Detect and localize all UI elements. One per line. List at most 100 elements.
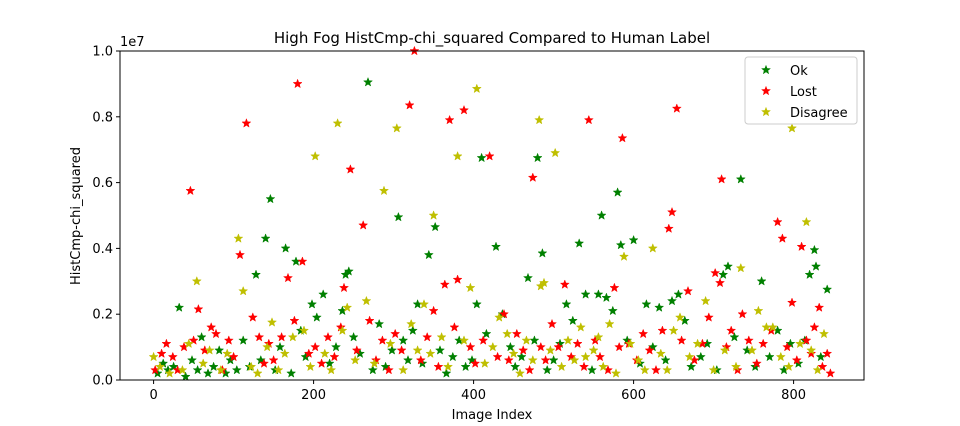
data-point-ok [367,364,378,375]
data-point-ok [265,193,276,204]
y-tick-label: 0.8 [92,110,113,125]
data-point-disagree [337,325,348,335]
data-point-ok [673,289,684,299]
data-point-lost [772,216,783,227]
data-point-disagree [746,345,758,355]
chart-title: High Fog HistCmp-chi_squared Compared to… [274,29,710,48]
data-point-disagree [458,335,470,345]
data-point-lost [247,312,258,322]
data-point-ok [343,266,354,276]
data-point-lost [609,282,620,293]
data-point-lost [439,279,450,289]
data-point-disagree [310,150,321,161]
data-point-disagree [610,368,622,378]
legend: Ok Lost Disagree [744,56,858,125]
data-point-lost [404,99,415,110]
data-point-disagree [326,364,337,375]
data-point-lost [329,351,340,362]
data-point-lost [289,315,300,326]
y-tick-label: 0.0 [92,374,113,389]
data-point-lost [559,279,570,289]
data-point-ok [174,302,185,312]
data-point-lost [578,361,590,372]
data-point-disagree [801,216,812,227]
data-point-ok [804,269,815,280]
data-point-disagree [794,338,806,349]
data-point-ok [516,351,527,362]
data-point-lost [617,132,628,143]
data-point-ok [208,361,219,372]
data-point-ok [537,248,548,258]
data-point-disagree [633,354,644,365]
data-point-ok [567,315,578,326]
data-point-ok [822,284,833,294]
data-point-lost [796,241,807,252]
data-point-disagree [514,368,526,378]
data-point-ok [695,351,706,362]
data-point-lost [676,335,687,345]
data-point-lost [478,335,489,345]
data-point-ok [250,269,262,280]
data-point-disagree [684,351,695,362]
data-point-lost [650,364,662,375]
data-point-ok [192,364,203,375]
data-point-lost [737,308,748,319]
data-point-ok [441,368,452,378]
x-tick-label: 600 [621,388,646,403]
data-point-ok [809,244,820,255]
data-point-ok [729,331,740,342]
data-point-lost [449,322,460,332]
data-point-disagree [508,348,519,358]
data-point-lost [786,297,798,307]
data-point-lost [511,328,522,339]
data-point-disagree [527,354,538,365]
data-point-disagree [730,361,742,372]
data-point-disagree [639,364,650,375]
data-point-ok [686,361,697,372]
data-point-disagree [550,147,561,158]
data-point-lost [782,341,793,352]
data-point-lost [644,345,655,355]
data-point-lost [428,305,439,316]
data-point-disagree [588,345,599,355]
data-point-ok [231,364,242,375]
data-point-lost [663,223,674,233]
legend-item-lost: Lost [760,85,817,100]
data-point-lost [345,164,356,174]
data-point-lost [206,322,217,332]
data-point-lost [594,351,606,362]
data-point-disagree [647,243,658,253]
data-point-disagree [148,351,159,362]
data-point-disagree [262,341,273,352]
x-tick-label: 800 [781,388,806,403]
data-point-disagree [342,302,353,312]
data-point-lost [518,345,529,355]
data-point-disagree [593,331,604,342]
data-point-lost [614,341,625,352]
x-tick-label: 200 [301,388,326,403]
data-point-disagree [812,364,823,375]
data-point-ok [586,364,598,375]
data-point-lost [671,103,682,113]
data-point-lost [524,364,535,375]
data-point-lost [377,335,388,345]
data-point-lost [223,335,234,345]
data-point-disagree [452,150,463,161]
data-point-disagree [191,275,202,286]
legend-marker [760,64,772,75]
points-layer [148,45,836,382]
data-point-ok [542,364,553,375]
data-point-ok [434,345,446,355]
data-point-disagree [479,358,490,368]
data-point-disagree [418,299,430,309]
data-point-disagree [198,358,209,368]
data-point-lost [484,150,495,161]
data-point-lost [254,331,265,342]
data-point-disagree [494,312,505,322]
data-point-ok [398,335,409,345]
x-axis-ticks: 0 200 400 600 800 [149,380,806,403]
data-point-ok [615,239,626,250]
data-point-lost [657,325,668,335]
data-point-lost [540,354,551,365]
